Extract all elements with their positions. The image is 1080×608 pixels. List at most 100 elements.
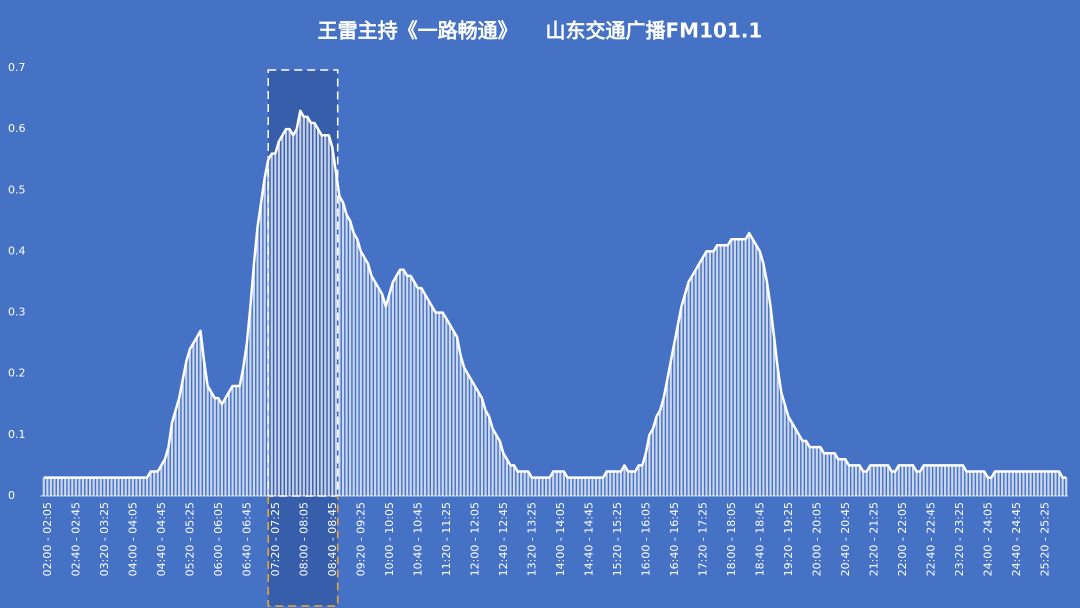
x-tick-label: 16:00 - 16:05	[639, 502, 652, 576]
bar	[1058, 471, 1061, 496]
y-tick-label: 0.3	[8, 306, 26, 319]
x-tick-label: 25:20 - 25:25	[1038, 502, 1051, 576]
bar	[787, 416, 790, 496]
bar	[723, 245, 726, 496]
bar	[213, 398, 216, 496]
bar	[805, 440, 808, 496]
bar	[573, 477, 576, 496]
bar	[865, 471, 868, 496]
bar	[552, 471, 555, 496]
bar	[872, 465, 875, 496]
bar	[42, 477, 45, 496]
bar	[979, 471, 982, 496]
bar	[762, 263, 765, 496]
x-tick-label: 04:40 - 04:45	[155, 502, 168, 576]
bar	[110, 477, 113, 496]
bar	[783, 404, 786, 496]
bar	[887, 465, 890, 496]
x-tick-label: 23:20 - 23:25	[953, 502, 966, 576]
bar	[402, 269, 405, 496]
x-tick-label: 02:40 - 02:45	[69, 502, 82, 576]
bar	[71, 477, 74, 496]
bar	[897, 465, 900, 496]
bar	[908, 465, 911, 496]
bar	[776, 367, 779, 496]
bar	[961, 465, 964, 496]
y-tick-label: 0.5	[8, 183, 26, 196]
bar	[156, 471, 159, 496]
x-tick-label: 16:40 - 16:45	[668, 502, 681, 576]
bar	[1061, 477, 1064, 496]
bar	[691, 275, 694, 496]
bar	[1036, 471, 1039, 496]
bar	[655, 416, 658, 496]
bar	[940, 465, 943, 496]
bar	[666, 379, 669, 496]
bar	[555, 471, 558, 496]
bar	[480, 398, 484, 496]
bar	[534, 477, 537, 496]
bar	[512, 465, 516, 496]
bar	[74, 477, 77, 496]
bar	[341, 202, 345, 496]
x-tick-label: 04:00 - 04:05	[126, 502, 139, 576]
bar	[701, 257, 704, 496]
bar	[605, 471, 608, 496]
bar	[986, 477, 989, 496]
bar	[1040, 471, 1043, 496]
bar	[826, 453, 829, 496]
bar	[131, 477, 134, 496]
outline-line	[43, 109, 1067, 479]
bar	[740, 239, 744, 496]
bar	[320, 135, 323, 496]
bar	[391, 282, 394, 496]
bar	[687, 282, 690, 496]
bar	[993, 471, 997, 496]
bar	[124, 477, 127, 496]
bar	[509, 465, 512, 496]
bar	[263, 178, 266, 497]
bar	[965, 471, 968, 496]
bar	[85, 477, 88, 496]
bar	[78, 477, 81, 496]
x-tick-label: 12:00 - 12:05	[468, 502, 481, 576]
bar	[769, 306, 772, 496]
bar	[983, 471, 986, 496]
bar	[698, 263, 701, 496]
bar	[808, 447, 811, 496]
bar	[854, 465, 858, 496]
bar	[167, 447, 170, 496]
bar	[680, 306, 683, 496]
bar	[755, 245, 758, 496]
bar	[420, 288, 423, 496]
bar	[1065, 477, 1068, 496]
bar	[926, 465, 929, 496]
bar	[138, 477, 142, 496]
y-tick-label: 0	[8, 489, 15, 502]
bar	[199, 330, 202, 496]
x-tick-label: 18:00 - 18:05	[725, 502, 738, 576]
bar	[819, 447, 822, 496]
bar	[951, 465, 954, 496]
bar	[381, 294, 384, 496]
bar	[705, 251, 708, 496]
bar	[434, 312, 437, 496]
bar	[794, 428, 797, 496]
bar	[192, 343, 195, 496]
bar	[505, 459, 508, 496]
bar	[644, 453, 647, 496]
bar	[302, 116, 305, 497]
bar	[448, 324, 451, 496]
bar	[185, 361, 188, 496]
bar	[812, 447, 815, 496]
bar	[60, 477, 63, 496]
bar	[49, 477, 52, 496]
bar	[121, 477, 124, 496]
bar	[1050, 471, 1054, 496]
bar	[904, 465, 907, 496]
x-tick-label: 12:40 - 12:45	[497, 502, 510, 576]
bar	[847, 465, 850, 496]
bar	[455, 337, 459, 496]
bar	[431, 306, 434, 496]
bar	[181, 379, 184, 496]
